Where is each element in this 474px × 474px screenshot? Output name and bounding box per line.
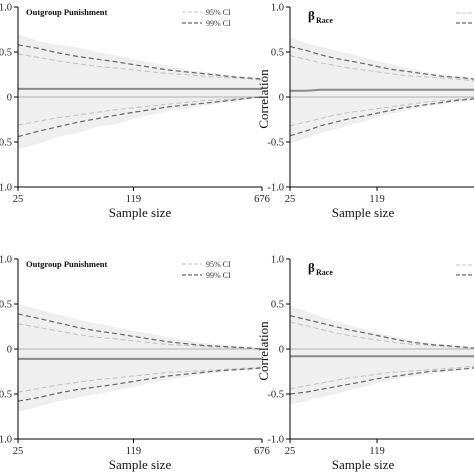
estimate-line — [290, 88, 474, 92]
y-tick-label: 1.0 — [0, 435, 12, 446]
y-tick-label: 0.5 — [271, 300, 284, 311]
x-tick-label: 25 — [285, 446, 296, 457]
panel-title: β — [308, 260, 315, 275]
ci95-lower-line — [289, 365, 474, 390]
x-tick-label: 119 — [126, 194, 141, 205]
y-tick-label: 0.5 — [0, 48, 12, 59]
ci95-upper-line — [289, 321, 474, 350]
y-tick-label: 1.0 — [0, 183, 12, 194]
x-tick-label: 25 — [13, 446, 24, 457]
y-axis-label: Correlation — [256, 69, 271, 129]
x-axis-label: Sample size — [332, 457, 395, 472]
x-axis-label: Sample size — [109, 457, 172, 472]
panel-title-subscript: Race — [316, 268, 333, 277]
y-axis-label: Correlation — [256, 321, 271, 381]
y-tick-label: 0.5 — [0, 300, 12, 311]
ci99-upper-line — [17, 313, 263, 350]
y-tick-label: 0.5 — [0, 138, 12, 149]
ci99-upper-line — [289, 46, 474, 80]
x-tick-label: 25 — [13, 194, 24, 205]
y-tick-label: 0 — [7, 345, 12, 356]
y-tick-label: -0.5 — [267, 390, 284, 401]
y-tick-label: 0.5 — [271, 48, 284, 59]
y-tick-label: 0 — [279, 93, 284, 104]
legend-label: 95% CI — [206, 260, 231, 269]
ci99-lower-line — [289, 98, 474, 137]
x-axis-label: Sample size — [332, 205, 395, 220]
legend-label: 99% CI — [206, 271, 231, 280]
y-tick-label: 1.0 — [271, 3, 284, 14]
y-tick-label: 1.0 — [271, 255, 284, 266]
legend-label: 99% CI — [206, 19, 231, 28]
y-tick-label: -1.0 — [267, 435, 284, 446]
x-tick-label: 119 — [369, 446, 384, 457]
x-tick-label: 25 — [285, 194, 296, 205]
x-tick-label: 119 — [369, 194, 384, 205]
y-tick-label: -1.0 — [267, 183, 284, 194]
y-tick-label: -0.5 — [267, 138, 284, 149]
panel-title: Outgroup Punishment — [26, 259, 107, 269]
simulation-band-area — [18, 34, 262, 150]
x-axis-label: Sample size — [109, 205, 172, 220]
panel-title-subscript: Race — [316, 16, 333, 25]
legend-label: 95% CI — [206, 8, 231, 17]
panel-title: Outgroup Punishment — [26, 7, 107, 17]
panel-title: β — [308, 8, 315, 23]
ci99-upper-line — [289, 315, 474, 349]
y-tick-label: 0 — [279, 345, 284, 356]
ci95-lower-line — [289, 97, 474, 127]
x-tick-label: 676 — [254, 446, 270, 457]
x-tick-label: 119 — [126, 446, 141, 457]
y-tick-label: 1.0 — [0, 255, 12, 266]
y-tick-label: 0.5 — [0, 390, 12, 401]
x-tick-label: 676 — [254, 194, 270, 205]
y-tick-label: 1.0 — [0, 3, 12, 14]
y-tick-label: 0 — [7, 93, 12, 104]
ci95-upper-line — [289, 55, 474, 82]
ci99-lower-line — [17, 96, 263, 138]
ci99-lower-line — [289, 367, 474, 395]
